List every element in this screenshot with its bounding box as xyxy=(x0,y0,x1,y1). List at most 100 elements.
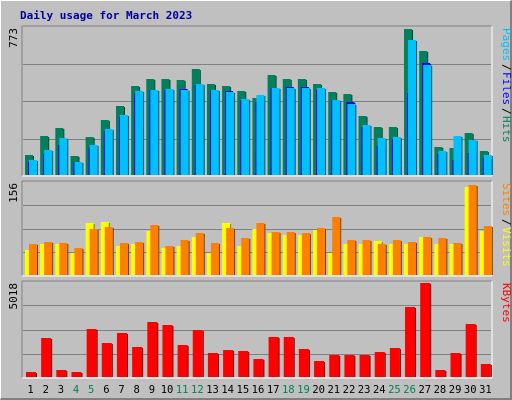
kbytes-bar-shadow xyxy=(263,360,265,377)
kbytes-bar xyxy=(223,350,234,377)
sites-bar-shadow xyxy=(127,244,129,275)
legend-files: Files xyxy=(500,72,512,105)
pages-bar-shadow xyxy=(385,139,387,175)
sites-bar-shadow xyxy=(325,229,327,275)
kbytes-bar xyxy=(192,330,203,377)
x-tick-label: 22 xyxy=(343,384,356,396)
pages-bar-shadow xyxy=(264,96,266,175)
kbytes-bar xyxy=(253,359,264,377)
kbytes-bar-shadow xyxy=(445,371,447,377)
sites-bar xyxy=(210,243,219,275)
kbytes-bar xyxy=(298,349,309,377)
kbytes-bar xyxy=(374,352,385,377)
kbytes-bar-shadow xyxy=(324,362,326,377)
sites-bar-shadow xyxy=(158,226,160,275)
x-tick-label: 17 xyxy=(267,384,280,396)
pages-bar-shadow xyxy=(355,105,357,175)
x-tick-label: 20 xyxy=(312,384,325,396)
sites-bar-shadow xyxy=(112,228,114,275)
x-tick-label: 10 xyxy=(161,384,174,396)
x-tick-label: 13 xyxy=(206,384,219,396)
legend-separator: / xyxy=(500,64,512,71)
kbytes-bar xyxy=(207,353,218,377)
kbytes-bar xyxy=(116,333,127,377)
pages-bar-shadow xyxy=(340,101,342,175)
kbytes-bar-shadow xyxy=(81,373,83,377)
kbytes-bar xyxy=(420,283,431,377)
sites-bar-shadow xyxy=(97,230,99,275)
sites-bar-shadow xyxy=(355,241,357,275)
pages-bar xyxy=(241,99,250,175)
legend-kbytes: KBytes xyxy=(500,283,512,323)
sites-bar xyxy=(241,238,250,275)
kbytes-bar xyxy=(101,343,112,377)
kbytes-bar-shadow xyxy=(202,331,204,377)
sites-bar xyxy=(347,240,356,275)
kbytes-bar-shadow xyxy=(278,338,280,377)
kbytes-bar xyxy=(268,337,279,377)
x-tick-label: 21 xyxy=(327,384,340,396)
pages-bar xyxy=(180,90,189,175)
sites-bar-shadow xyxy=(294,233,296,275)
x-tick-label: 5 xyxy=(88,384,94,396)
pages-bar xyxy=(453,136,462,175)
sites-bar xyxy=(332,217,341,275)
x-tick-label: 26 xyxy=(403,384,416,396)
x-tick-label: 19 xyxy=(297,384,310,396)
kbytes-bar-shadow xyxy=(384,353,386,377)
legend-pages: Pages xyxy=(500,28,512,61)
sites-bar-shadow xyxy=(461,244,463,275)
sites-bar-shadow xyxy=(143,243,145,275)
kbytes-bar-shadow xyxy=(415,308,417,377)
sites-bar xyxy=(377,244,386,275)
sites-bar-shadow xyxy=(400,241,402,275)
kbytes-bar xyxy=(405,307,416,377)
sites-bar-shadow xyxy=(370,241,372,275)
kbytes-bar xyxy=(450,353,461,377)
sites-bar xyxy=(271,232,280,275)
pages-bar xyxy=(423,65,432,175)
x-tick-label: 4 xyxy=(73,384,79,396)
kbytes-bar-shadow xyxy=(126,334,128,377)
x-tick-label: 25 xyxy=(388,384,401,396)
sites-bar-shadow xyxy=(249,239,251,275)
pages-bar-shadow xyxy=(294,89,296,175)
pages-bar xyxy=(483,155,492,175)
kbytes-bar xyxy=(56,370,67,377)
sites-bar xyxy=(195,233,204,275)
sites-bar-shadow xyxy=(173,247,175,275)
kbytes-bar xyxy=(344,355,355,377)
sites-bar-shadow xyxy=(385,245,387,275)
pages-bar xyxy=(165,89,174,175)
sites-bar-shadow xyxy=(234,229,236,275)
sites-bar-shadow xyxy=(203,234,205,275)
pages-bar-shadow xyxy=(82,163,84,175)
x-tick-label: 28 xyxy=(434,384,447,396)
sites-bar-shadow xyxy=(309,234,311,275)
x-tick-label: 31 xyxy=(479,384,492,396)
sites-bar-shadow xyxy=(264,224,266,275)
x-tick-label: 14 xyxy=(221,384,234,396)
pages-bar xyxy=(44,150,53,175)
kbytes-bar-shadow xyxy=(369,356,371,377)
x-tick-label: 7 xyxy=(118,384,124,396)
pages-bar-shadow xyxy=(218,91,220,175)
x-tick-label: 29 xyxy=(449,384,462,396)
sites-bar-shadow xyxy=(446,239,448,275)
pages-bar xyxy=(104,129,113,175)
pages-bar-shadow xyxy=(416,41,418,175)
kbytes-bar-shadow xyxy=(293,338,295,377)
pages-bar xyxy=(195,84,204,175)
kbytes-bar xyxy=(329,355,340,377)
sites-bar-shadow xyxy=(37,245,38,275)
legend-visits: Visits xyxy=(500,227,512,267)
pages-bar xyxy=(135,91,144,175)
pages-bar xyxy=(438,151,447,175)
pages-bar-shadow xyxy=(127,116,129,175)
kbytes-bar xyxy=(71,372,82,377)
pages-bar-shadow xyxy=(234,93,236,175)
pages-bar xyxy=(362,125,371,175)
panel-middle-y-max-label: 156 xyxy=(7,183,20,203)
